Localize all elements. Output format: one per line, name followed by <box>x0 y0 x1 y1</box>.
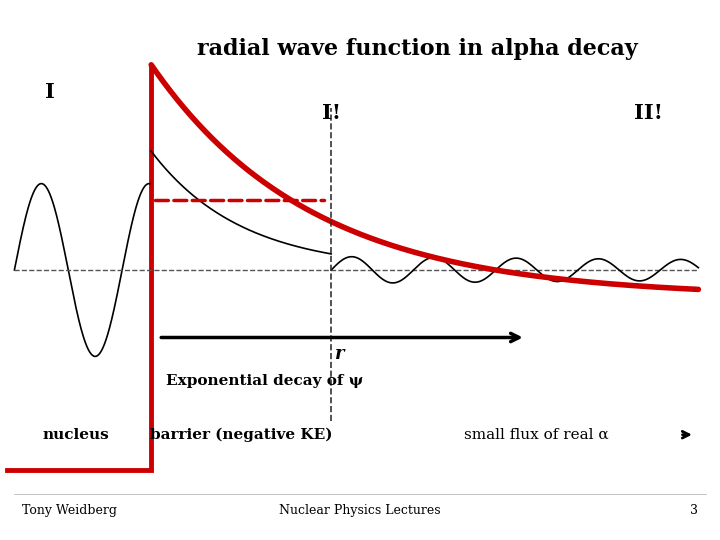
Text: radial wave function in alpha decay: radial wave function in alpha decay <box>197 38 638 59</box>
Text: Nuclear Physics Lectures: Nuclear Physics Lectures <box>279 504 441 517</box>
Text: small flux of real α: small flux of real α <box>464 428 609 442</box>
Text: Exponential decay of ψ: Exponential decay of ψ <box>166 374 363 388</box>
Text: Tony Weidberg: Tony Weidberg <box>22 504 117 517</box>
Text: I: I <box>45 82 55 102</box>
Text: barrier (negative KE): barrier (negative KE) <box>150 428 333 442</box>
Text: r: r <box>335 345 344 363</box>
Text: II!: II! <box>634 103 662 124</box>
Text: 3: 3 <box>690 504 698 517</box>
Text: nucleus: nucleus <box>42 428 109 442</box>
Text: I!: I! <box>322 103 341 124</box>
